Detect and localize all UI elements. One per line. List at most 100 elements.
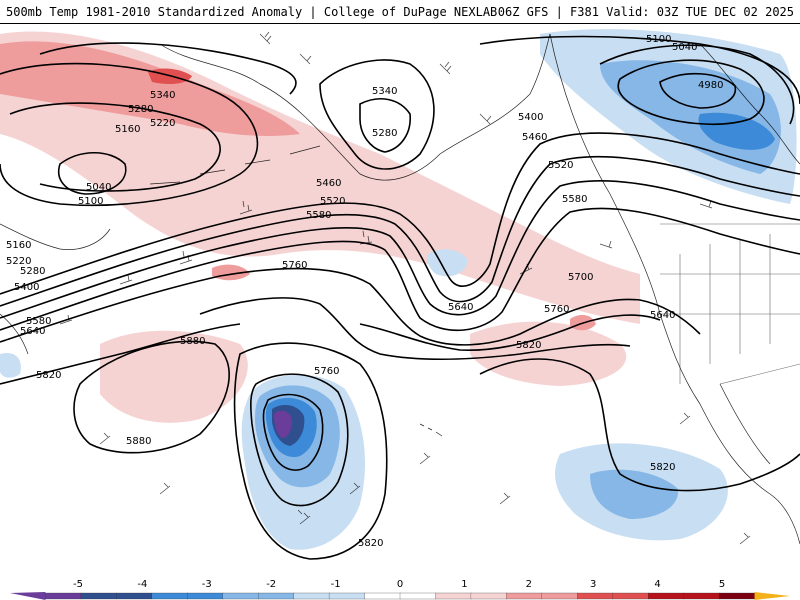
contour-label: 5580 <box>562 194 587 205</box>
colorbar-tick-label: 0 <box>397 579 403 590</box>
cold-anomaly-southeast-core <box>590 469 679 519</box>
coastlines <box>0 33 800 545</box>
warm-blotch-east-pacific <box>470 321 627 386</box>
contour-5640 <box>0 267 701 346</box>
contour-5580 <box>0 207 800 332</box>
wind-barb <box>599 240 613 249</box>
contour-alaska-low-inner <box>9 102 221 192</box>
wind-barb <box>439 61 452 75</box>
colorbar-segment <box>328 592 366 600</box>
contour-label: 5520 <box>320 196 345 207</box>
anomaly-map: 5340 5280 5160 5220 5040 5100 5340 5280 … <box>0 24 800 576</box>
colorbar-segment <box>116 592 153 600</box>
wind-barb <box>479 113 492 125</box>
colorbar-segment <box>151 592 188 600</box>
colorbar-tick-label: 3 <box>590 579 596 590</box>
wind-barb <box>297 509 311 525</box>
contour-label: 5640 <box>448 302 473 313</box>
contour-5340-west-high <box>39 42 297 95</box>
wind-barb <box>59 314 73 325</box>
contour-label: 5640 <box>20 326 45 337</box>
colorbar: -5 -4 -3 -2 -1 0 1 2 3 4 5 <box>0 576 800 600</box>
colorbar-segment <box>683 592 720 600</box>
contour-label: 5880 <box>180 336 205 347</box>
coastline-alaska <box>159 33 551 181</box>
border-us-mexico <box>719 363 800 385</box>
contour-label: 5760 <box>282 260 307 271</box>
colorbar-segment <box>470 592 508 600</box>
aleutian-islands <box>149 145 321 185</box>
model-run-info: 06Z GFS | F381 Valid: 03Z TUE DEC 02 202… <box>497 5 794 19</box>
contour-cutoff-inner <box>262 393 324 471</box>
contour-label: 5460 <box>522 132 547 143</box>
colorbar-segment <box>648 592 685 600</box>
wind-barb <box>679 412 691 425</box>
contour-label: 5880 <box>126 436 151 447</box>
contour-5880-high <box>73 340 230 454</box>
wind-barb <box>419 452 431 465</box>
contour-northeast-low-outer <box>479 35 800 105</box>
contour-5280-gulf <box>359 98 411 153</box>
cold-anomaly-cutoff-extreme <box>274 410 292 438</box>
colorbar-tick-label: -1 <box>331 579 341 590</box>
contour-label: 5580 <box>306 210 331 221</box>
map-header: 500mb Temp 1981-2010 Standardized Anomal… <box>0 0 800 24</box>
contour-5820-west <box>0 323 241 385</box>
colorbar-tick-label: -4 <box>137 579 147 590</box>
coastline-baja <box>719 383 771 465</box>
contour-5040-low <box>58 152 127 195</box>
contour-label: 5280 <box>372 128 397 139</box>
political-borders <box>660 223 800 385</box>
colorbar-canvas: -5 -4 -3 -2 -1 0 1 2 3 4 5 <box>10 579 790 600</box>
wind-barb <box>359 230 373 245</box>
wind-barb <box>119 274 133 285</box>
contour-label: 5460 <box>316 178 341 189</box>
wind-barb <box>99 432 111 445</box>
colorbar-segment <box>80 592 118 600</box>
contour-label: 5160 <box>6 240 31 251</box>
contour-label: 5700 <box>568 272 593 283</box>
colorbar-tick-label: 1 <box>461 579 467 590</box>
contour-5460 <box>0 156 800 307</box>
state-lines <box>660 234 800 384</box>
contour-cutoff-outer <box>233 342 388 560</box>
coastline-kamchatka <box>0 223 111 250</box>
contour-label: 5220 <box>6 256 31 267</box>
colorbar-segment <box>399 592 437 600</box>
contour-label: 5580 <box>26 316 51 327</box>
colorbar-segment <box>718 592 756 600</box>
contour-label: 5220 <box>150 118 175 129</box>
contour-label: 5820 <box>358 538 383 549</box>
contour-5700 <box>359 314 661 352</box>
colorbar-min-arrow <box>10 592 46 600</box>
colorbar-tick-label: 5 <box>719 579 725 590</box>
cold-anomaly-northeast-inner <box>698 112 775 150</box>
contour-cutoff-5760 <box>250 373 349 507</box>
colorbar-segment <box>541 592 578 600</box>
colorbar-tick-label: 4 <box>654 579 660 590</box>
colorbar-segment <box>45 592 82 600</box>
contour-label: 5040 <box>672 42 697 53</box>
contour-label: 5820 <box>516 340 541 351</box>
contour-label: 5160 <box>115 124 140 135</box>
wind-barb <box>239 200 253 215</box>
warm-blotch-mid-pacific <box>100 330 248 423</box>
contour-label: 5280 <box>128 104 153 115</box>
wind-barbs <box>59 31 751 545</box>
hawaii-islands <box>419 423 443 437</box>
wind-barb <box>159 482 171 495</box>
coastline-west-coast <box>659 313 800 545</box>
contour-label: 5820 <box>650 462 675 473</box>
colorbar-segment <box>577 592 614 600</box>
colorbar-tick-label: 2 <box>526 579 532 590</box>
wind-barb <box>519 263 533 275</box>
contour-label: 5760 <box>544 304 569 315</box>
wind-barb <box>179 250 193 265</box>
contour-label: 5280 <box>20 266 45 277</box>
colorbar-segment <box>293 592 330 600</box>
colorbar-segment <box>258 592 295 600</box>
contour-5340-gulf <box>319 59 435 170</box>
contour-label: 5400 <box>518 112 543 123</box>
contour-label: 5400 <box>14 282 39 293</box>
contour-label: 5340 <box>372 86 397 97</box>
